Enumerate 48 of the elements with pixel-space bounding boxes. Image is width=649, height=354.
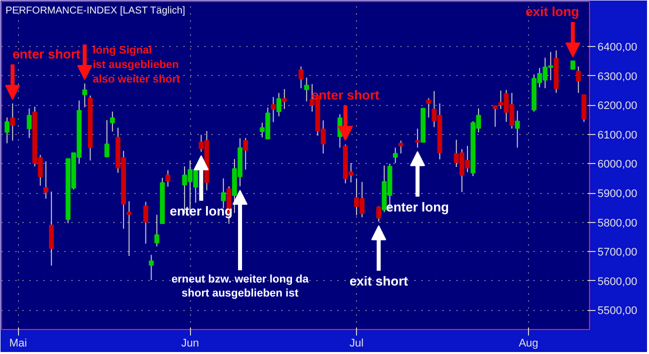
candlestick <box>514 110 520 148</box>
y-tick-label: 6200,00 <box>598 100 638 112</box>
candlestick <box>298 66 304 89</box>
y-tick-label: 5600,00 <box>598 276 638 288</box>
y-tick-label: 5500,00 <box>598 305 638 318</box>
x-tick-label: Jul <box>349 338 364 350</box>
annotation: exit short <box>349 274 409 289</box>
candlestick <box>143 201 148 244</box>
annotation: enter short <box>12 46 82 62</box>
candlestick <box>376 206 382 222</box>
x-tick-label: Aug <box>518 338 538 350</box>
candlestick <box>492 105 498 128</box>
x-tick-label: Mai <box>9 338 28 350</box>
annotation: exit long <box>526 4 580 19</box>
y-tick-label: 5900,00 <box>598 188 638 200</box>
candlestick <box>304 77 310 102</box>
candlestick <box>48 191 54 266</box>
chart-title: PERFORMANCE-INDEX [LAST Täglich] <box>6 6 186 16</box>
y-tick-label: 6000,00 <box>598 158 638 171</box>
y-tick-label: 5700,00 <box>598 246 638 259</box>
candlestick <box>398 140 404 154</box>
candlestick <box>154 214 160 247</box>
candlestick <box>43 160 48 200</box>
candlestick <box>282 88 287 110</box>
y-tick-label: 6300,00 <box>598 70 638 83</box>
candlestick <box>392 147 398 164</box>
candlestick <box>148 254 154 281</box>
candlestick <box>243 137 248 170</box>
x-tick-label: Jun <box>181 338 199 350</box>
candlestick <box>126 200 132 256</box>
annotation: enter long <box>386 200 450 215</box>
y-tick-label: 6400,00 <box>598 42 638 54</box>
candlestick <box>276 92 282 117</box>
candlestick <box>415 128 420 148</box>
candlestick <box>165 170 170 188</box>
y-tick-label: 5800,00 <box>598 217 638 230</box>
candlestick <box>576 66 581 94</box>
annotation: erneut bzw. weiter long da short ausgeblieben ist <box>171 273 310 300</box>
candlestick <box>104 120 110 158</box>
annotation: long Signal ist ausgeblieben also weiter short <box>92 44 180 86</box>
candlestick <box>10 102 16 142</box>
y-tick-label: 6100,00 <box>598 129 638 142</box>
candlestick <box>4 116 10 144</box>
candlestick <box>26 108 32 138</box>
candlestick <box>270 96 276 123</box>
candlestick <box>82 83 88 108</box>
candlestick <box>110 111 115 132</box>
candlestick <box>426 98 432 118</box>
